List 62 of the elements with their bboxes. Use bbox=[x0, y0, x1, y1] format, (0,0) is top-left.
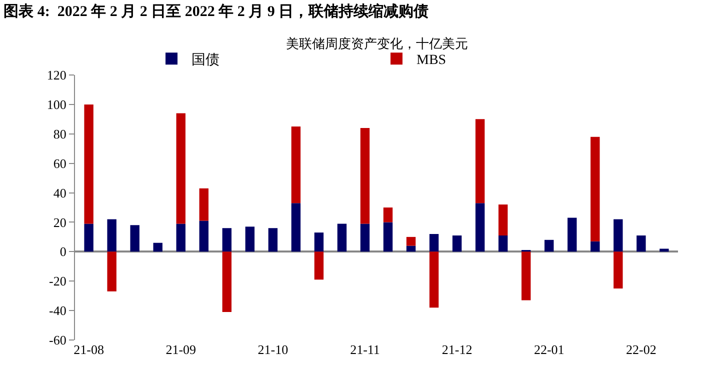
bar bbox=[84, 104, 94, 224]
bar bbox=[590, 241, 600, 252]
y-tick-label: -60 bbox=[49, 332, 66, 348]
y-tick-label: -40 bbox=[49, 303, 66, 318]
bar bbox=[406, 246, 416, 252]
bar bbox=[199, 188, 208, 221]
bar bbox=[222, 228, 232, 252]
bar bbox=[429, 252, 439, 308]
y-tick-label: 100 bbox=[46, 96, 66, 112]
bar bbox=[636, 235, 646, 252]
bar bbox=[268, 228, 278, 252]
bar bbox=[84, 224, 94, 252]
y-tick-label: 60 bbox=[53, 156, 66, 171]
bar bbox=[107, 252, 116, 292]
bar bbox=[660, 248, 669, 252]
y-tick-label: 80 bbox=[53, 126, 66, 142]
bar bbox=[452, 235, 462, 252]
x-tick-label: 21-08 bbox=[74, 342, 104, 357]
bar bbox=[498, 204, 508, 236]
bar bbox=[199, 220, 208, 252]
bar bbox=[222, 252, 232, 312]
bar bbox=[590, 136, 600, 242]
legend-label: 国债 bbox=[192, 52, 220, 68]
bar bbox=[475, 119, 485, 204]
legend-label: MBS bbox=[416, 53, 446, 68]
bar bbox=[568, 218, 577, 252]
bar bbox=[429, 234, 439, 252]
bar bbox=[153, 242, 162, 252]
bar bbox=[107, 219, 116, 252]
x-tick-label: 22-02 bbox=[626, 342, 656, 357]
bar bbox=[130, 225, 140, 252]
bar bbox=[176, 113, 186, 224]
bar bbox=[245, 226, 255, 252]
bar bbox=[406, 236, 416, 246]
bar bbox=[498, 235, 508, 252]
bar bbox=[383, 222, 393, 252]
chart-title: 图表 4: 2022 年 2 月 2 日至 2022 年 2 月 9 日，联储持续缩减购债 bbox=[4, 3, 429, 20]
bar bbox=[614, 252, 623, 288]
y-tick-label: 20 bbox=[53, 214, 66, 230]
bar bbox=[383, 208, 393, 222]
bar bbox=[544, 240, 554, 252]
bar bbox=[614, 219, 623, 252]
bar bbox=[360, 128, 370, 224]
bar bbox=[291, 203, 301, 252]
x-tick-label: 22-01 bbox=[534, 342, 564, 357]
y-tick-label: 0 bbox=[60, 244, 66, 260]
chart-subtitle: 美联储周度资产变化，十亿美元 bbox=[286, 36, 468, 51]
x-tick-label: 21-09 bbox=[166, 342, 196, 357]
y-tick-label: 40 bbox=[53, 185, 66, 200]
x-tick-label: 21-10 bbox=[258, 342, 288, 357]
bar bbox=[314, 252, 324, 280]
bar bbox=[291, 126, 301, 204]
bar bbox=[475, 203, 485, 252]
y-tick-label: 120 bbox=[46, 68, 66, 83]
bar bbox=[360, 224, 370, 252]
x-tick-label: 21-11 bbox=[350, 342, 380, 357]
bar bbox=[176, 224, 186, 252]
bar bbox=[337, 224, 347, 252]
bar bbox=[314, 232, 324, 252]
x-tick-label: 21-12 bbox=[442, 342, 472, 357]
y-tick-label: -20 bbox=[49, 274, 66, 289]
bar bbox=[522, 252, 531, 300]
